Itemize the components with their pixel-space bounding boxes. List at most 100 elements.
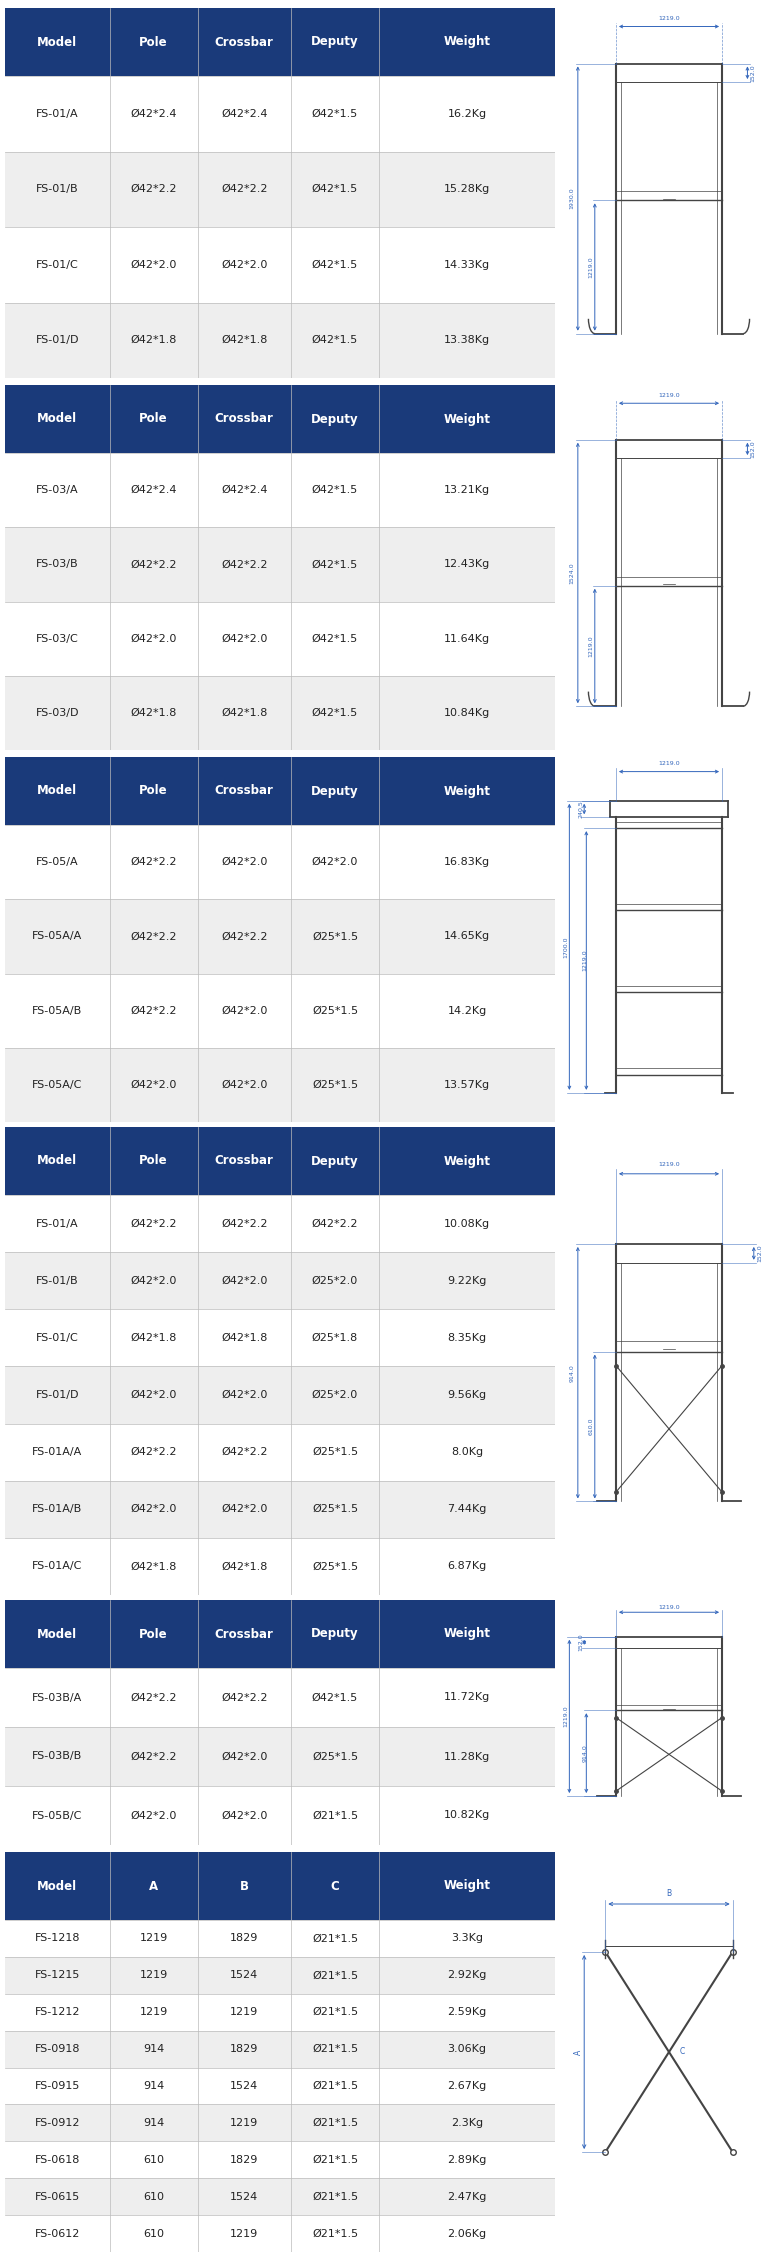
Text: B: B [239,1880,249,1892]
Text: FS-0912: FS-0912 [34,2118,80,2129]
Text: 2.59Kg: 2.59Kg [448,2007,487,2018]
Text: FS-01A/A: FS-01A/A [32,1446,83,1458]
Text: Model: Model [37,1627,77,1641]
Text: 9.22Kg: 9.22Kg [447,1275,487,1286]
Bar [5,77,555,151]
Text: 1219: 1219 [140,2007,168,2018]
Text: 1219.0: 1219.0 [658,393,680,398]
Text: 1219.0: 1219.0 [658,16,680,20]
Text: Ø42*2.0: Ø42*2.0 [130,1810,177,1822]
Bar [5,1424,555,1480]
Text: Ø42*2.2: Ø42*2.2 [130,1693,177,1702]
Text: 1829: 1829 [230,1935,258,1944]
Text: Weight: Weight [444,414,491,425]
Text: 1219.0: 1219.0 [589,255,594,278]
Text: FS-1212: FS-1212 [34,2007,80,2018]
Text: FS-05A/B: FS-05A/B [32,1006,83,1015]
Text: 1219: 1219 [230,2118,258,2129]
Text: 13.57Kg: 13.57Kg [444,1080,490,1089]
Text: Ø42*2.0: Ø42*2.0 [130,1390,177,1399]
Text: FS-01/C: FS-01/C [36,1333,79,1342]
Bar [5,899,555,974]
Text: Ø42*2.0: Ø42*2.0 [312,857,358,868]
Bar [5,1309,555,1367]
Text: Ø25*1.5: Ø25*1.5 [312,1505,358,1514]
Text: 1219.0: 1219.0 [583,949,587,972]
Text: Ø25*1.5: Ø25*1.5 [312,1752,358,1761]
Text: Ø42*2.0: Ø42*2.0 [221,1505,268,1514]
Text: 11.64Kg: 11.64Kg [444,633,490,644]
Text: Ø42*2.4: Ø42*2.4 [221,486,268,495]
Text: 152.0: 152.0 [750,441,756,459]
Text: FS-0618: FS-0618 [34,2154,80,2165]
Text: Ø42*2.2: Ø42*2.2 [221,1693,268,1702]
Text: FS-03/A: FS-03/A [36,486,79,495]
Text: Weight: Weight [444,1627,491,1641]
Text: 1219: 1219 [140,1971,168,1980]
Text: FS-01A/B: FS-01A/B [32,1505,83,1514]
Text: Ø42*2.0: Ø42*2.0 [221,1080,268,1089]
Bar [5,676,555,750]
Text: Ø42*1.8: Ø42*1.8 [130,1562,177,1571]
Text: Ø42*2.0: Ø42*2.0 [221,857,268,868]
Text: 12.43Kg: 12.43Kg [444,560,490,570]
Bar [5,226,555,303]
Text: Crossbar: Crossbar [215,414,274,425]
Bar [5,151,555,226]
Text: 16.83Kg: 16.83Kg [444,857,490,868]
Text: 13.21Kg: 13.21Kg [444,486,490,495]
Bar [5,825,555,899]
Text: 2.06Kg: 2.06Kg [448,2228,487,2240]
Text: Ø42*1.5: Ø42*1.5 [312,633,358,644]
Text: Ø21*1.5: Ø21*1.5 [312,2228,358,2240]
Text: 2.47Kg: 2.47Kg [447,2192,487,2201]
Text: 1219.0: 1219.0 [658,1605,680,1609]
Text: 914: 914 [143,2081,164,2090]
Text: Ø42*2.0: Ø42*2.0 [130,1275,177,1286]
Text: Ø42*2.2: Ø42*2.2 [130,1446,177,1458]
Bar [5,1537,555,1596]
Bar [5,2032,555,2068]
Text: Ø42*1.8: Ø42*1.8 [221,1562,268,1571]
Text: Ø25*1.5: Ø25*1.5 [312,1446,358,1458]
Text: FS-1218: FS-1218 [34,1935,80,1944]
Text: C: C [331,1880,339,1892]
Bar [5,1668,555,1727]
Text: 2.67Kg: 2.67Kg [448,2081,487,2090]
Text: Ø42*1.5: Ø42*1.5 [312,334,358,346]
Text: 1524: 1524 [230,2081,258,2090]
Text: Ø21*1.5: Ø21*1.5 [312,2007,358,2018]
Text: Ø42*1.5: Ø42*1.5 [312,707,358,719]
Text: 6.87Kg: 6.87Kg [448,1562,487,1571]
Text: Ø42*1.8: Ø42*1.8 [221,707,268,719]
Text: Ø42*1.8: Ø42*1.8 [130,1333,177,1342]
Text: Ø42*1.5: Ø42*1.5 [312,1693,358,1702]
Bar [5,1921,555,1957]
Bar [5,1252,555,1309]
Text: 1524.0: 1524.0 [569,563,575,583]
Text: FS-05A/C: FS-05A/C [32,1080,83,1089]
Text: Ø42*2.0: Ø42*2.0 [221,260,268,269]
Text: Ø42*2.0: Ø42*2.0 [221,1275,268,1286]
Text: Ø42*1.5: Ø42*1.5 [312,486,358,495]
Text: Crossbar: Crossbar [215,784,274,798]
Text: Pole: Pole [139,1627,168,1641]
Text: Weight: Weight [444,1880,491,1892]
Text: 8.35Kg: 8.35Kg [448,1333,487,1342]
Text: Ø42*2.2: Ø42*2.2 [130,1218,177,1229]
Text: 152.0: 152.0 [750,63,756,81]
Text: FS-01/C: FS-01/C [36,260,79,269]
Text: Ø21*1.5: Ø21*1.5 [312,2043,358,2054]
Text: Ø42*2.2: Ø42*2.2 [221,1218,268,1229]
Text: Ø42*2.4: Ø42*2.4 [130,486,177,495]
Text: Ø21*1.5: Ø21*1.5 [312,1971,358,1980]
Text: Ø42*2.2: Ø42*2.2 [221,560,268,570]
Text: 10.08Kg: 10.08Kg [444,1218,490,1229]
Text: FS-01/D: FS-01/D [36,334,79,346]
Text: 2.3Kg: 2.3Kg [451,2118,483,2129]
Bar [5,974,555,1049]
Text: 610: 610 [143,2228,164,2240]
Bar [5,1851,555,1921]
Bar [5,2104,555,2140]
Text: 2.92Kg: 2.92Kg [447,1971,487,1980]
